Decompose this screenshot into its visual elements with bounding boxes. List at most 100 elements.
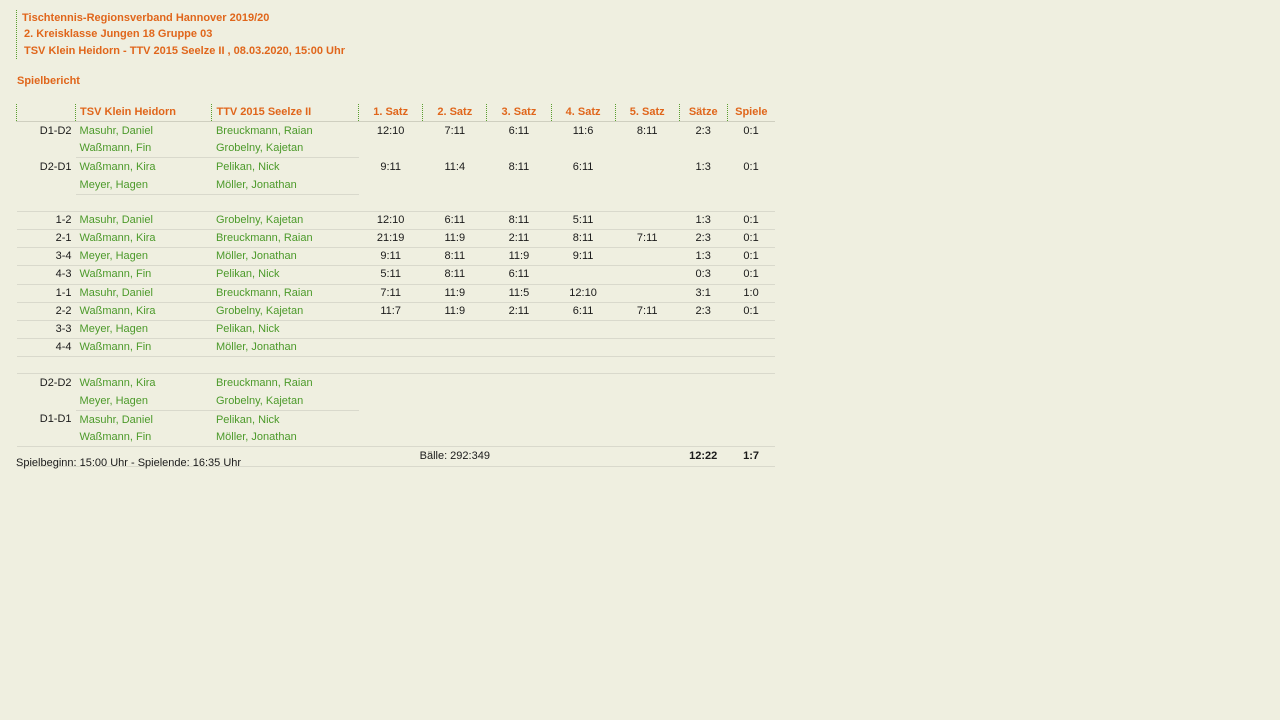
- cell-set3: [487, 410, 551, 446]
- cell-games: [727, 374, 775, 410]
- cell-set1: 9:11: [358, 247, 423, 267]
- cell-home-player: Meyer, Hagen: [75, 320, 212, 340]
- match-times-note: Spielbeginn: 15:00 Uhr - Spielende: 16:3…: [16, 457, 242, 469]
- table-row: D1-D2 Masuhr, Daniel Breuckmann, Raian 1…: [17, 122, 776, 141]
- cell-home-player: Waßmann, Kira: [75, 302, 212, 322]
- cell-games: 0:1: [743, 160, 759, 173]
- table-row: Waßmann, Fin Grobelny, Kajetan: [17, 140, 776, 159]
- cell-away-player: Grobelny, Kajetan: [211, 392, 359, 411]
- cell-sets: [679, 320, 728, 340]
- cell-set4: 6:11: [551, 302, 616, 322]
- cell-away-player: Möller, Jonathan: [211, 247, 359, 267]
- cell-away-player: Grobelny, Kajetan: [211, 302, 359, 322]
- cell-set4: [551, 374, 615, 410]
- cell-sets: 2:3: [695, 125, 711, 137]
- cell-away-player: Grobelny, Kajetan: [211, 140, 359, 159]
- col-header-home-team: TSV Klein Heidorn: [75, 104, 212, 122]
- cell-set4: 9:11: [551, 247, 616, 267]
- cell-away-player: Pelikan, Nick: [211, 265, 359, 285]
- cell-set3: [486, 320, 551, 340]
- cell-set2: 11:4: [444, 160, 466, 173]
- cell-home-player: Waßmann, Kira: [75, 229, 212, 249]
- cell-games: [727, 338, 775, 358]
- cell-home-player: Waßmann, Fin: [75, 265, 212, 285]
- cell-home-player: Meyer, Hagen: [75, 392, 212, 411]
- cell-set1: 11:7: [358, 302, 423, 322]
- cell-sets: 1:3: [679, 247, 728, 267]
- cell-games: 0:1: [727, 229, 775, 249]
- cell-away-player: Möller, Jonathan: [211, 176, 359, 195]
- cell-set4: 5:11: [551, 211, 616, 231]
- cell-set2: 7:11: [444, 125, 466, 137]
- cell-set4: [551, 265, 616, 285]
- summary-sets-total: 12:22: [679, 446, 728, 468]
- cell-set5: [615, 338, 680, 358]
- fixture-line: TSV Klein Heidorn - TTV 2015 Seelze II ,…: [24, 44, 345, 57]
- cell-set3: 11:9: [486, 247, 551, 267]
- cell-sets: [679, 338, 728, 358]
- cell-set2: 8:11: [422, 247, 487, 267]
- summary-blank-set5: [615, 446, 680, 468]
- cell-away-player: Pelikan, Nick: [215, 413, 280, 426]
- cell-set3: 6:11: [508, 125, 530, 137]
- cell-away-player: Breuckmann, Raian: [211, 284, 359, 303]
- col-header-set1: 1. Satz: [358, 104, 423, 122]
- col-header-pairing: [15, 104, 76, 122]
- cell-pairing: D1-D1: [39, 413, 72, 426]
- col-header-set5: 5. Satz: [614, 104, 680, 122]
- association-season-line: Tischtennis-Regionsverband Hannover 2019…: [22, 12, 270, 24]
- cell-set3: 6:11: [486, 265, 551, 285]
- cell-pairing: 1-1: [16, 284, 76, 303]
- table-row: Waßmann, Fin Möller, Jonathan: [17, 429, 776, 447]
- cell-away-player: Möller, Jonathan: [215, 431, 297, 444]
- table-row: 1-2 Masuhr, Daniel Grobelny, Kajetan 12:…: [16, 211, 775, 231]
- cell-set1: 5:11: [358, 265, 423, 285]
- col-header-set3: 3. Satz: [486, 104, 551, 122]
- cell-set5: [615, 320, 680, 340]
- cell-away-player: Breuckmann, Raian: [215, 377, 313, 390]
- cell-pairing: D2-D1: [39, 160, 72, 173]
- cell-set5: [615, 284, 680, 303]
- cell-set3: 2:11: [486, 302, 551, 322]
- cell-home-player: Masuhr, Daniel: [79, 125, 153, 137]
- cell-home-player: Masuhr, Daniel: [79, 413, 153, 426]
- cell-set4: [551, 320, 616, 340]
- col-header-away-team: TTV 2015 Seelze II: [211, 104, 359, 122]
- cell-sets: 0:3: [679, 265, 728, 285]
- cell-set3: 8:11: [486, 211, 551, 231]
- cell-set1: [359, 374, 423, 410]
- cell-sets: [679, 374, 727, 410]
- col-header-set4: 4. Satz: [550, 104, 616, 122]
- cell-set3: 8:11: [508, 160, 530, 173]
- cell-set2: [422, 338, 487, 358]
- cell-set1: [359, 410, 423, 446]
- section-spacer: [16, 356, 775, 375]
- cell-pairing: 3-3: [16, 320, 76, 340]
- summary-blank-away: [211, 446, 359, 468]
- cell-pairing: 2-1: [16, 229, 76, 249]
- summary-blank-home: [75, 446, 212, 468]
- cell-set3: 2:11: [486, 229, 551, 249]
- cell-home-player: Waßmann, Kira: [79, 161, 156, 174]
- cell-set1: 9:11: [380, 160, 401, 173]
- cell-set1: 21:19: [358, 229, 423, 249]
- cell-away-player: Breuckmann, Raian: [211, 229, 359, 249]
- cell-set1: [358, 338, 423, 358]
- cell-sets: 2:3: [679, 229, 728, 249]
- cell-set5: [615, 158, 679, 194]
- table-row: Meyer, Hagen Grobelny, Kajetan: [17, 392, 776, 411]
- cell-sets: [679, 410, 727, 446]
- cell-set3: [486, 338, 551, 358]
- cell-games: 0:1: [743, 125, 759, 137]
- cell-pairing: 4-4: [16, 338, 76, 358]
- cell-set1: 12:10: [358, 211, 423, 231]
- cell-set2: 11:9: [422, 302, 487, 322]
- cell-set4: [551, 410, 615, 446]
- cell-set3: 11:5: [486, 284, 551, 303]
- cell-set2: [423, 410, 487, 446]
- report-title-block: Tischtennis-Regionsverband Hannover 2019…: [16, 10, 345, 59]
- cell-set2: 11:9: [422, 229, 487, 249]
- cell-home-player: Waßmann, Fin: [79, 431, 152, 444]
- cell-sets: 1:3: [679, 211, 728, 231]
